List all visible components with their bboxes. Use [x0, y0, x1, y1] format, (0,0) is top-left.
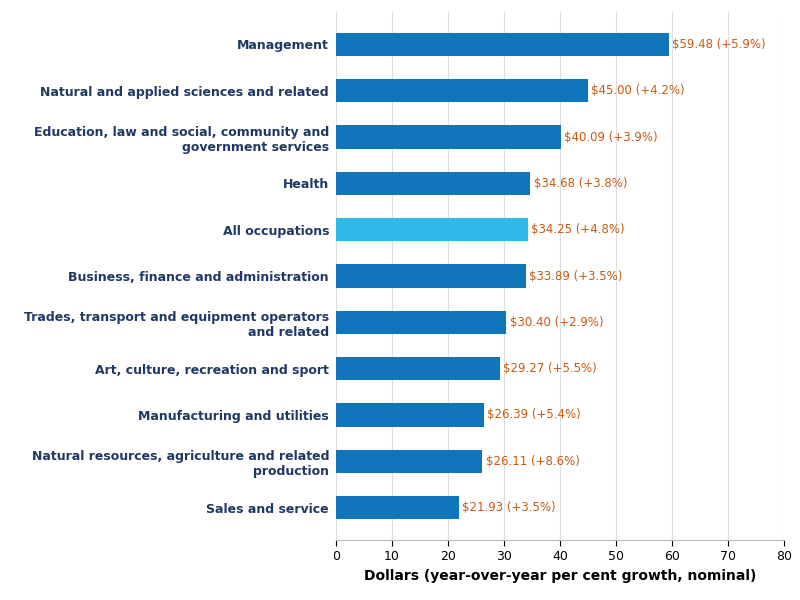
Bar	[336, 496, 459, 519]
Bar	[336, 125, 561, 149]
Text: $26.11 (+8.6%): $26.11 (+8.6%)	[486, 455, 579, 468]
Text: $33.89 (+3.5%): $33.89 (+3.5%)	[529, 269, 622, 283]
Text: $34.25 (+4.8%): $34.25 (+4.8%)	[531, 223, 625, 236]
Bar	[336, 172, 530, 195]
Bar	[336, 357, 500, 380]
Text: $26.39 (+5.4%): $26.39 (+5.4%)	[487, 409, 581, 421]
Bar	[336, 403, 484, 427]
Text: $30.40 (+2.9%): $30.40 (+2.9%)	[510, 316, 603, 329]
Text: $29.27 (+5.5%): $29.27 (+5.5%)	[503, 362, 597, 375]
Bar	[336, 33, 669, 56]
Text: $34.68 (+3.8%): $34.68 (+3.8%)	[534, 177, 627, 190]
Bar	[336, 265, 526, 287]
Text: $21.93 (+3.5%): $21.93 (+3.5%)	[462, 501, 556, 514]
Text: $40.09 (+3.9%): $40.09 (+3.9%)	[564, 131, 658, 143]
Bar	[336, 311, 506, 334]
Text: $45.00 (+4.2%): $45.00 (+4.2%)	[591, 84, 685, 97]
Text: $59.48 (+5.9%): $59.48 (+5.9%)	[673, 38, 766, 51]
Bar	[336, 218, 528, 241]
Bar	[336, 79, 588, 103]
Bar	[336, 449, 482, 473]
X-axis label: Dollars (year-over-year per cent growth, nominal): Dollars (year-over-year per cent growth,…	[364, 569, 756, 583]
